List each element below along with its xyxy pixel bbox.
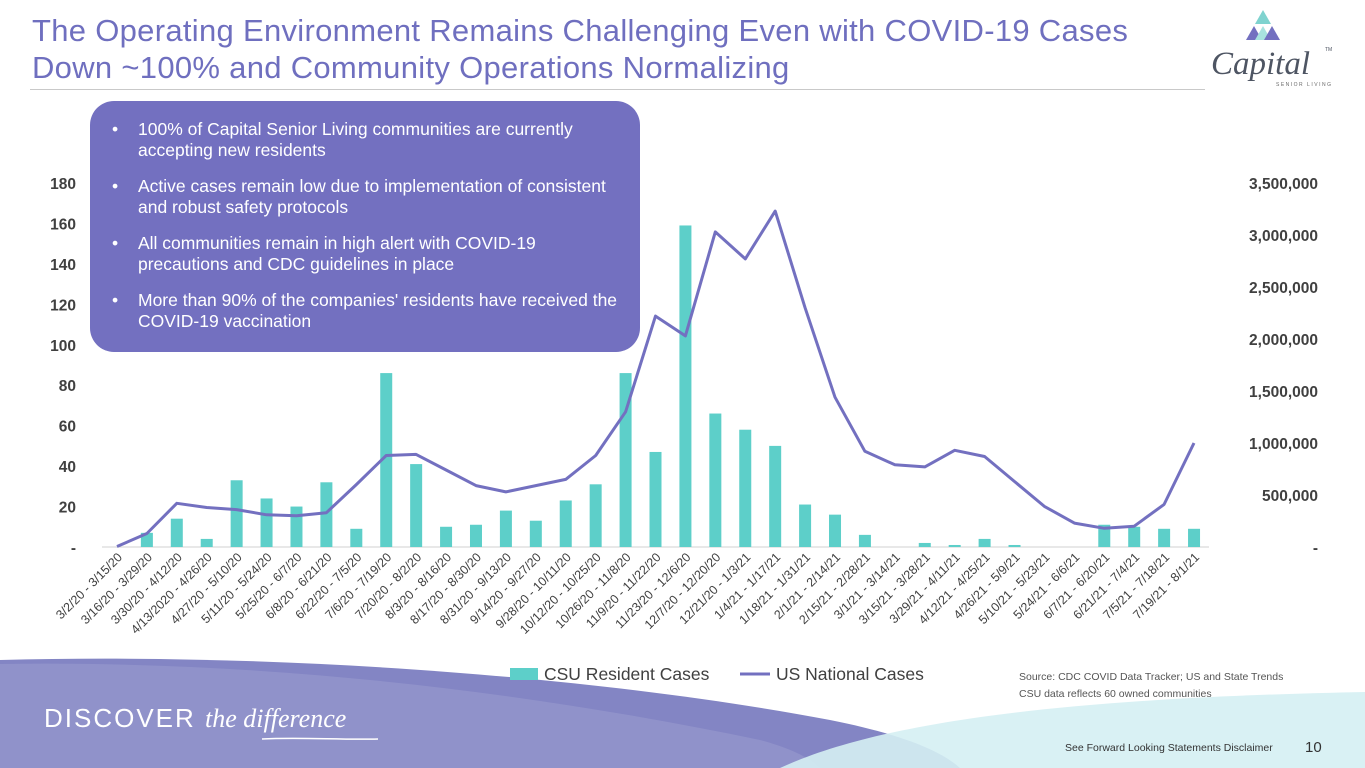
y-left-tick-label: 140 [50,257,76,274]
bar-csu-resident-cases [260,498,273,547]
bar-csu-resident-cases [589,484,602,547]
legend-label-us-national-cases: US National Cases [776,664,924,684]
page-number: 10 [1305,739,1322,756]
logo-triangle-right-icon [1264,26,1280,40]
source-note-line-2: CSU data reflects 60 owned communities [1019,688,1212,700]
bar-csu-resident-cases [679,225,692,547]
footer-brand: DISCOVER the difference [44,703,346,734]
legend-label-csu-resident-cases: CSU Resident Cases [544,664,710,684]
key-point-1: 100% of Capital Senior Living communitie… [112,119,618,161]
y-left-tick-label: 160 [50,216,76,233]
bar-csu-resident-cases [469,524,482,547]
bar-csu-resident-cases [200,538,213,547]
bar-csu-resident-cases [290,506,303,547]
key-point-4: More than 90% of the companies' resident… [112,290,618,332]
bar-csu-resident-cases [1098,524,1111,547]
slide-title-line-1: The Operating Environment Remains Challe… [32,13,1129,48]
bar-csu-resident-cases [410,464,423,547]
company-logo: Capital TM SENIOR LIVING [1211,10,1332,88]
slide-title-line-2: Down ~100% and Community Operations Norm… [32,50,790,85]
bar-csu-resident-cases [559,500,572,547]
bar-csu-resident-cases [649,451,662,547]
bar-csu-resident-cases [978,538,991,547]
key-points-callout: 100% of Capital Senior Living communitie… [90,101,640,352]
title-divider [30,89,1205,90]
bar-csu-resident-cases [799,504,812,547]
footer-band [0,658,1365,768]
bar-csu-resident-cases [1128,526,1141,547]
logo-trademark: TM [1325,47,1332,53]
bar-csu-resident-cases [918,542,931,547]
key-points-list: 100% of Capital Senior Living communitie… [112,119,618,332]
key-point-2: Active cases remain low due to implement… [112,176,618,218]
bar-csu-resident-cases [709,413,722,547]
bar-csu-resident-cases [1008,544,1021,547]
y-left-tick-label: 20 [59,500,76,517]
y-left-tick-label: 180 [50,176,76,193]
bar-csu-resident-cases [350,528,363,547]
bar-csu-resident-cases [1188,528,1201,547]
y-right-tick-label: 2,000,000 [1249,332,1318,349]
y-left-tick-label: 60 [59,419,76,436]
source-note-line-1: Source: CDC COVID Data Tracker; US and S… [1019,671,1284,683]
source-note: Source: CDC COVID Data Tracker; US and S… [1019,669,1283,703]
bar-csu-resident-cases [948,544,961,547]
logo-triangle-top-icon [1255,10,1271,24]
key-point-3: All communities remain in high alert wit… [112,233,618,275]
bar-csu-resident-cases [320,482,333,547]
bar-csu-resident-cases [739,429,752,547]
y-left-tick-label: 120 [50,297,76,314]
y-right-tick-label: 1,000,000 [1249,436,1318,453]
line-us-national-cases [116,209,1196,548]
bar-csu-resident-cases [829,514,842,547]
footer-tagline: the difference [205,704,347,733]
bar-csu-resident-cases [230,480,243,547]
bar-csu-resident-cases [769,445,782,547]
bar-csu-resident-cases [1158,528,1171,547]
disclaimer-link[interactable]: See Forward Looking Statements Disclaime… [1065,742,1273,754]
y-left-tick-label: 100 [50,338,76,355]
bar-csu-resident-cases [499,510,512,547]
y-left-tick-label: 40 [59,459,76,476]
bar-csu-resident-cases [529,520,542,547]
y-right-tick-label: 3,500,000 [1249,176,1318,193]
logo-subtitle: SENIOR LIVING [1276,82,1332,88]
bar-csu-resident-cases [858,534,871,547]
y-right-tick-label: 2,500,000 [1249,280,1318,297]
y-right-tick-label: 3,000,000 [1249,228,1318,245]
y-right-tick-label: 500,000 [1262,488,1318,505]
y-right-tick-label: - [1313,540,1318,557]
bar-csu-resident-cases [380,373,393,547]
bar-csu-resident-cases [440,526,453,547]
y-left-tick-label: - [71,540,76,557]
y-left-tick-label: 80 [59,378,76,395]
slide-title: The Operating Environment Remains Challe… [32,12,1212,86]
y-right-tick-label: 1,500,000 [1249,384,1318,401]
footer-discover: DISCOVER [44,703,196,733]
legend-swatch-csu-resident-cases [510,668,538,680]
bar-csu-resident-cases [170,518,183,547]
logo-wordmark: Capital [1211,46,1310,82]
